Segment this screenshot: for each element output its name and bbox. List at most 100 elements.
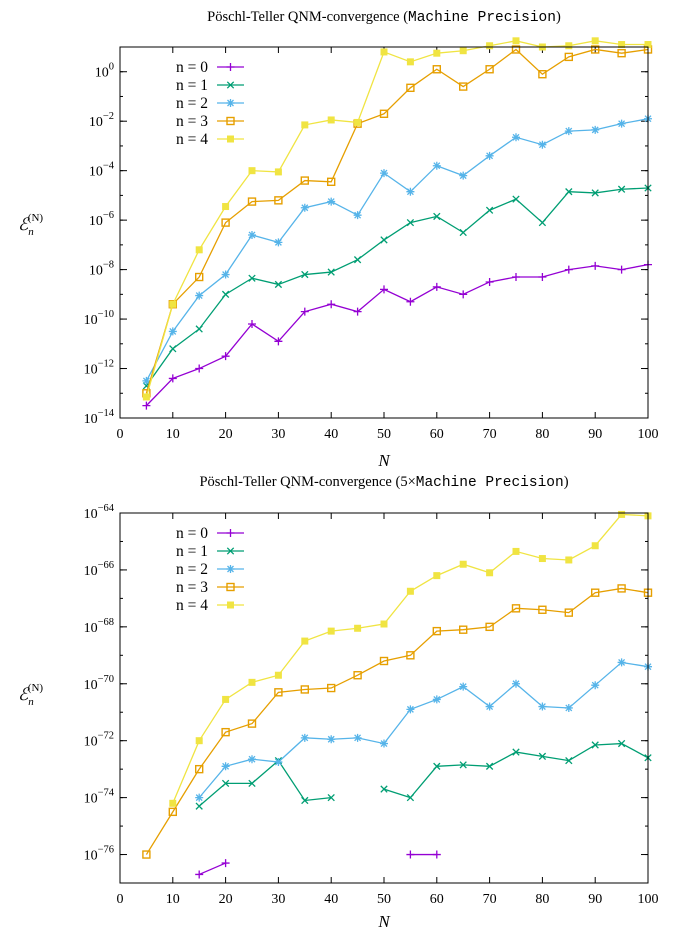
y-tick-label: 10−76 [84, 845, 114, 864]
data-point [169, 800, 176, 807]
data-point [328, 628, 335, 635]
data-point [486, 42, 493, 49]
y-axis-label-sub: n [28, 696, 34, 708]
legend-marker [227, 565, 235, 573]
series-n2 [195, 658, 652, 801]
data-point [460, 229, 466, 235]
y-tick-label: 10−74 [84, 788, 115, 807]
data-point [433, 695, 441, 703]
chart-title-mono: Machine Precision [408, 10, 556, 26]
y-tick-label: 10−10 [84, 309, 114, 328]
x-tick-label: 100 [638, 427, 659, 442]
y-tick-label: 10−14 [84, 408, 115, 427]
data-point [565, 556, 572, 563]
data-point [486, 569, 493, 576]
y-tick-base: 10 [89, 165, 103, 180]
x-axis-label: N [377, 451, 391, 470]
data-point [195, 365, 203, 373]
x-tick-label: 10 [166, 427, 180, 442]
data-point [565, 42, 572, 49]
data-point [538, 141, 546, 149]
chart-title: Pöschl-Teller QNM-convergence (5×Machine… [199, 474, 568, 491]
x-tick-label: 20 [219, 427, 233, 442]
data-point [565, 127, 573, 135]
legend-label: n = 1 [176, 77, 208, 94]
x-tick-label: 10 [166, 892, 180, 907]
chart-title-open: ( [392, 474, 401, 490]
data-point [407, 794, 413, 800]
data-point [407, 58, 414, 65]
data-point [381, 621, 388, 628]
x-tick-label: 20 [219, 892, 233, 907]
data-point [248, 755, 256, 763]
y-tick-label: 10−68 [84, 617, 114, 636]
data-point [275, 672, 282, 679]
data-point [539, 219, 545, 225]
data-point [301, 204, 309, 212]
legend-marker [227, 136, 234, 143]
data-point [539, 555, 546, 562]
data-point [222, 203, 229, 210]
x-tick-label: 70 [483, 427, 497, 442]
data-point [407, 588, 414, 595]
x-axis-label: N [377, 912, 391, 931]
data-point [169, 327, 177, 335]
chart-panel-2: Pöschl-Teller QNM-convergence (5×Machine… [18, 474, 659, 931]
data-point [512, 133, 520, 141]
x-tick-label: 40 [324, 427, 338, 442]
x-tick-label: 70 [483, 892, 497, 907]
x-tick-label: 30 [271, 892, 285, 907]
data-point [249, 679, 256, 686]
legend-label: n = 2 [176, 561, 208, 578]
chart-title-close: ) [556, 9, 561, 25]
series-line [199, 863, 225, 874]
data-point [618, 266, 626, 274]
data-point [354, 734, 362, 742]
y-tick-label: 10−66 [84, 560, 114, 579]
x-tick-label: 50 [377, 427, 391, 442]
data-point [460, 561, 467, 568]
y-tick-base: 10 [84, 792, 98, 807]
data-point [143, 393, 150, 400]
axis-ticks: 0 10 20 30 40 50 60 70 80 90 10010010−210−410−610−… [84, 47, 659, 442]
data-point [301, 638, 308, 645]
data-point [618, 658, 626, 666]
y-tick-exponent: 0 [109, 62, 114, 73]
y-tick-exponent: −10 [98, 309, 114, 320]
chart-title-main: Pöschl-Teller QNM-convergence [199, 474, 391, 490]
data-point [486, 152, 494, 160]
series-line [199, 761, 331, 807]
chart-title-prefix: 5× [400, 474, 415, 490]
y-axis-label: ℰn (N) [18, 212, 43, 238]
y-tick-label: 10−6 [89, 210, 114, 229]
data-point [222, 859, 230, 867]
data-point [274, 238, 282, 246]
data-point [301, 121, 308, 128]
data-point [406, 851, 414, 859]
y-tick-base: 10 [84, 412, 98, 427]
data-point [486, 278, 494, 286]
data-point [354, 119, 361, 126]
data-point [381, 48, 388, 55]
chart-panel-1: Pöschl-Teller QNM-convergence (Machine P… [18, 9, 659, 470]
y-tick-exponent: −2 [103, 111, 114, 122]
chart-title: Pöschl-Teller QNM-convergence (Machine P… [207, 9, 561, 26]
data-point [354, 211, 362, 219]
data-point [460, 47, 467, 54]
data-point [591, 262, 599, 270]
data-point [406, 188, 414, 196]
data-point [169, 301, 176, 308]
legend-label: n = 1 [176, 543, 208, 560]
data-point [222, 271, 230, 279]
x-tick-label: 40 [324, 892, 338, 907]
x-tick-label: 0 [117, 892, 124, 907]
y-tick-base: 10 [84, 678, 98, 693]
chart-title-open: ( [400, 9, 409, 25]
data-point [406, 705, 414, 713]
data-point [195, 292, 203, 300]
data-point [248, 231, 256, 239]
series-n4 [143, 37, 652, 400]
series-n3 [143, 46, 652, 397]
chart-title-close: ) [564, 474, 569, 490]
